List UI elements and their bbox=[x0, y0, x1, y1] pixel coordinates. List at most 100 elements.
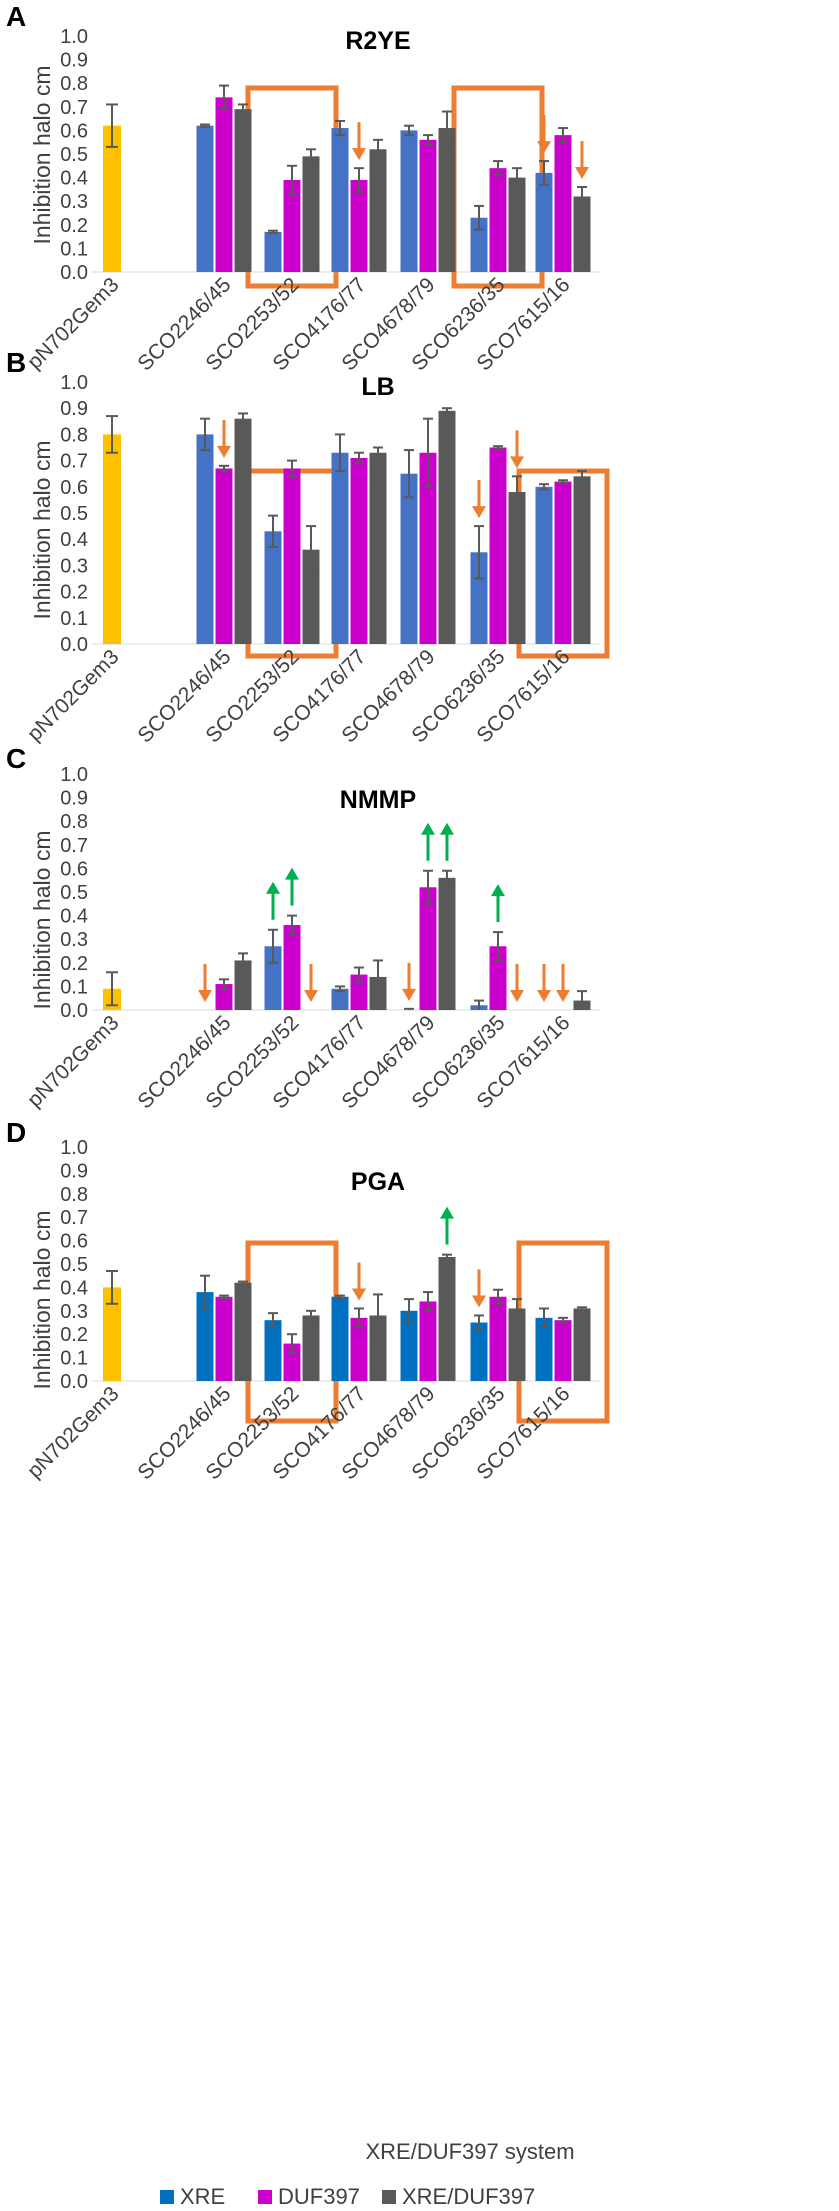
bar-xre-sco2253-52 bbox=[264, 531, 282, 644]
bar-duf397-sco6236-35 bbox=[489, 168, 507, 272]
y-tick-label: 0.4 bbox=[60, 906, 88, 928]
chart-title: NMMP bbox=[340, 786, 416, 814]
bar-xre-duf397-sco7615-16 bbox=[573, 476, 591, 644]
legend: XRE DUF397 XRE/DUF397 bbox=[160, 2184, 535, 2209]
legend-swatch-xre-duf397 bbox=[382, 2190, 396, 2204]
bar-xre-sco4176-77 bbox=[331, 128, 349, 272]
bar-duf397-sco7615-16 bbox=[554, 481, 572, 644]
bar-duf397-sco6236-35 bbox=[489, 447, 507, 644]
y-tick-label: 0.9 bbox=[60, 398, 88, 420]
x-axis-title: XRE/DUF397 system bbox=[365, 2139, 574, 2164]
y-tick-label: 0.9 bbox=[60, 50, 88, 72]
bar-xre-duf397-sco6236-35 bbox=[508, 177, 526, 272]
bar-xre-sco7615-16 bbox=[535, 172, 553, 272]
bar-duf397-sco4678-79 bbox=[419, 139, 437, 272]
y-tick-label: 0.8 bbox=[60, 424, 88, 446]
bar-xre-sco2246-45 bbox=[196, 125, 214, 273]
bar-xre-duf397-sco4678-79 bbox=[438, 128, 456, 272]
y-tick-label: 0.0 bbox=[60, 634, 88, 656]
x-tick-label: pN702Gem3 bbox=[23, 1011, 123, 1111]
bar-duf397-sco2246-45 bbox=[215, 97, 233, 272]
bar-xre-sco6236-35 bbox=[470, 552, 488, 644]
bar-xre-sco2253-52 bbox=[264, 231, 282, 272]
legend-swatch-xre bbox=[160, 2190, 174, 2204]
y-tick-label: 0.6 bbox=[60, 858, 88, 880]
bar-xre-sco4176-77 bbox=[331, 1296, 349, 1381]
legend-label-xre-duf397: XRE/DUF397 bbox=[402, 2184, 535, 2209]
bar-xre-duf397-sco4678-79 bbox=[438, 410, 456, 644]
down-arrow-head bbox=[537, 990, 551, 1002]
down-arrow-head bbox=[575, 167, 589, 180]
bar-xre-sco2246-45 bbox=[196, 1292, 214, 1381]
y-tick-label: 1.0 bbox=[60, 764, 88, 786]
bar-xre-duf397-sco4176-77 bbox=[369, 452, 387, 644]
bar-xre-duf397-sco4176-77 bbox=[369, 1315, 387, 1381]
y-tick-label: 0.4 bbox=[60, 1277, 88, 1299]
down-arrow-head bbox=[304, 990, 318, 1002]
down-arrow-head bbox=[352, 1288, 366, 1301]
bar-xre-sco4176-77 bbox=[331, 452, 349, 644]
bar-xre-sco7615-16 bbox=[535, 486, 553, 644]
down-arrow-head bbox=[352, 148, 366, 161]
y-tick-label: 0.3 bbox=[60, 929, 88, 951]
y-tick-label: 1.0 bbox=[60, 372, 88, 394]
y-tick-label: 0.1 bbox=[60, 976, 88, 998]
bar-xre-duf397-sco2246-45 bbox=[234, 1282, 252, 1381]
bar-duf397-sco6236-35 bbox=[489, 1296, 507, 1381]
bar-xre-sco2253-52 bbox=[264, 1320, 282, 1381]
bar-duf397-sco2253-52 bbox=[283, 179, 301, 272]
y-tick-label: 0.0 bbox=[60, 1000, 88, 1022]
y-tick-label: 0.2 bbox=[60, 953, 88, 975]
down-arrow-head bbox=[217, 445, 231, 458]
down-arrow-head bbox=[472, 506, 486, 519]
up-arrow-head bbox=[285, 867, 299, 880]
y-tick-label: 0.7 bbox=[60, 1207, 88, 1229]
bar-xre-duf397-sco4176-77 bbox=[369, 149, 387, 272]
y-tick-label: 0.1 bbox=[60, 1348, 88, 1370]
bar-xre-duf397-sco2246-45 bbox=[234, 960, 252, 1010]
legend-swatch-duf397 bbox=[258, 2190, 272, 2204]
down-arrow-head bbox=[537, 141, 551, 154]
bar-xre-sco4678-79 bbox=[400, 130, 418, 272]
bar-xre-duf397-sco2253-52 bbox=[302, 1315, 320, 1381]
y-tick-label: 0.4 bbox=[60, 529, 88, 551]
x-tick-label: pN702Gem3 bbox=[23, 273, 123, 373]
y-tick-label: 0.6 bbox=[60, 477, 88, 499]
y-tick-label: 0.8 bbox=[60, 811, 88, 833]
y-tick-label: 0.4 bbox=[60, 168, 88, 190]
y-tick-label: 0.1 bbox=[60, 608, 88, 630]
down-arrow-head bbox=[510, 990, 524, 1002]
bar-duf397-sco4176-77 bbox=[350, 179, 368, 272]
bar-xre-duf397-sco6236-35 bbox=[508, 1308, 526, 1381]
y-tick-label: 0.6 bbox=[60, 120, 88, 142]
bar-duf397-sco4678-79 bbox=[419, 1301, 437, 1381]
bar-control bbox=[103, 125, 121, 273]
up-arrow-head bbox=[440, 822, 454, 835]
bar-duf397-sco4678-79 bbox=[419, 452, 437, 644]
x-tick-label: pN702Gem3 bbox=[23, 1382, 123, 1482]
up-arrow-head bbox=[491, 884, 505, 897]
down-arrow-head bbox=[402, 988, 416, 1001]
panel-b: B LB Inhibition halo cm0.0 0.1 0.2 0.3 0.4 0.5 0… bbox=[6, 347, 610, 747]
chart-title: PGA bbox=[351, 1168, 405, 1196]
bar-duf397-sco7615-16 bbox=[554, 1320, 572, 1381]
y-tick-label: 0.0 bbox=[60, 262, 88, 284]
y-tick-label: 0.9 bbox=[60, 788, 88, 810]
bar-xre-duf397-sco4678-79 bbox=[438, 877, 456, 1010]
y-tick-label: 0.7 bbox=[60, 97, 88, 119]
bar-duf397-sco7615-16 bbox=[554, 135, 572, 272]
bar-xre-duf397-sco2246-45 bbox=[234, 109, 252, 272]
panel-label: C bbox=[6, 743, 26, 774]
chart-title: LB bbox=[361, 373, 394, 401]
bar-control bbox=[103, 434, 121, 644]
bar-duf397-sco2246-45 bbox=[215, 468, 233, 644]
x-tick-label: pN702Gem3 bbox=[23, 645, 123, 745]
down-arrow-head bbox=[472, 1295, 486, 1308]
y-axis-label: Inhibition halo cm bbox=[29, 66, 55, 245]
y-tick-label: 0.5 bbox=[60, 1254, 88, 1276]
bar-duf397-sco4678-79 bbox=[419, 887, 437, 1010]
y-tick-label: 0.5 bbox=[60, 882, 88, 904]
y-tick-label: 0.2 bbox=[60, 1324, 88, 1346]
